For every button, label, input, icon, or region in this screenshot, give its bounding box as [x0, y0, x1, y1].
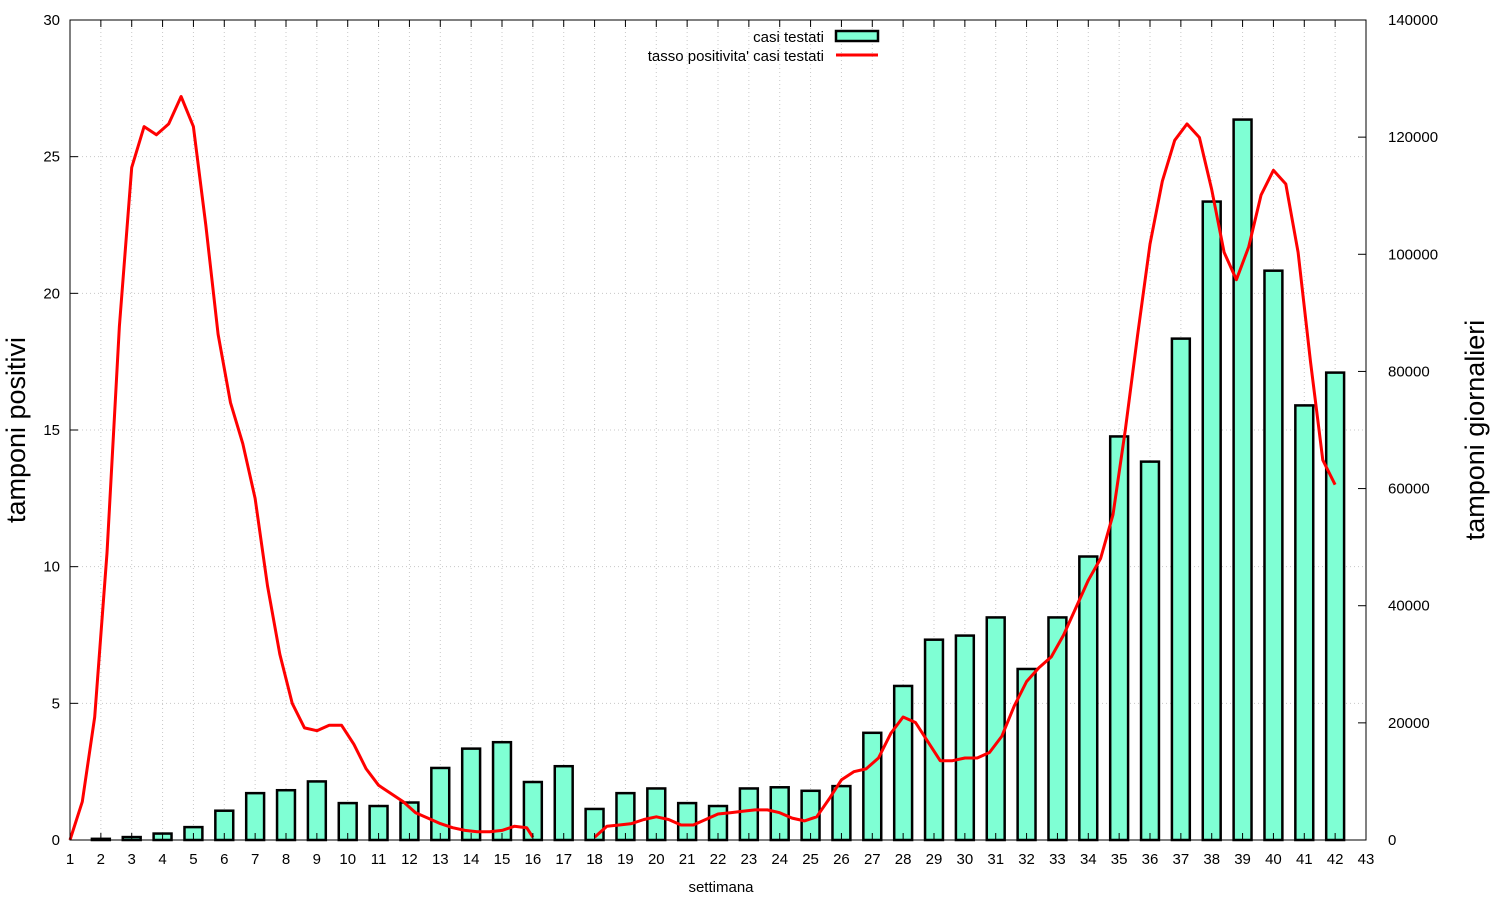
bar — [553, 764, 574, 842]
x-tick-label: 20 — [648, 851, 665, 868]
x-tick-label: 8 — [282, 851, 290, 868]
x-tick-label: 32 — [1018, 851, 1035, 868]
x-tick-label: 3 — [128, 851, 136, 868]
tick-layer: 1 2 3 4 5 6 7 8 9 10 11 12 13 14 15 16 17 18 19 20 21 22 23 24 2… — [43, 12, 1438, 868]
x-tick-label: 6 — [220, 851, 228, 868]
x-tick-label: 43 — [1358, 851, 1375, 868]
x-tick-label: 22 — [710, 851, 727, 868]
bar — [1139, 460, 1161, 842]
bar — [1232, 118, 1253, 842]
x-tick-label: 7 — [251, 851, 259, 868]
y-left-tick-label: 0 — [52, 832, 60, 849]
positivity-line-segment — [68, 95, 535, 841]
bar — [831, 784, 852, 842]
y-right-tick-label: 100000 — [1388, 246, 1438, 263]
line-layer — [68, 95, 1337, 841]
bar — [985, 616, 1006, 842]
bar — [522, 780, 544, 842]
x-tick-label: 21 — [679, 851, 696, 868]
y-left-tick-label: 25 — [43, 149, 60, 166]
x-tick-label: 11 — [371, 851, 387, 868]
x-tick-label: 30 — [957, 851, 974, 868]
x-tick-label: 17 — [555, 851, 572, 868]
x-axis-title: settimana — [688, 879, 754, 896]
bar — [1324, 371, 1346, 842]
x-tick-label: 1 — [66, 851, 74, 868]
x-tick-label: 38 — [1203, 851, 1220, 868]
x-tick-label: 39 — [1234, 851, 1251, 868]
bar — [954, 634, 976, 842]
x-tick-label: 23 — [741, 851, 758, 868]
bar — [1201, 200, 1222, 842]
bar — [430, 766, 451, 842]
bar — [1078, 555, 1099, 842]
x-tick-label: 2 — [97, 851, 105, 868]
legend-label-line: tasso positivita' casi testati — [648, 48, 824, 65]
x-tick-label: 13 — [432, 851, 449, 868]
y-axis-left-title: tamponi positivi — [1, 337, 31, 523]
x-tick-label: 29 — [926, 851, 943, 868]
y-right-tick-label: 140000 — [1388, 12, 1438, 29]
x-tick-label: 35 — [1111, 851, 1128, 868]
x-tick-label: 18 — [586, 851, 603, 868]
y-left-tick-label: 30 — [43, 12, 60, 29]
legend: casi testati tasso positivita' casi test… — [648, 29, 880, 65]
bar — [615, 791, 636, 842]
x-tick-label: 9 — [313, 851, 321, 868]
y-right-tick-label: 120000 — [1388, 129, 1438, 146]
x-tick-label: 42 — [1327, 851, 1344, 868]
x-tick-label: 5 — [189, 851, 197, 868]
legend-swatch-bars — [834, 29, 880, 43]
x-tick-label: 31 — [987, 851, 1004, 868]
legend-label-bars: casi testati — [753, 29, 824, 46]
x-tick-label: 19 — [617, 851, 634, 868]
bar — [1108, 435, 1130, 842]
bar — [275, 788, 297, 842]
bar — [1170, 337, 1192, 842]
x-tick-label: 24 — [771, 851, 788, 868]
x-tick-label: 33 — [1049, 851, 1066, 868]
bar — [646, 787, 667, 842]
x-tick-label: 27 — [864, 851, 881, 868]
y-left-tick-label: 15 — [43, 422, 60, 439]
y-axis-right-title: tamponi giornalieri — [1460, 320, 1490, 541]
bar — [460, 747, 482, 842]
x-tick-label: 36 — [1142, 851, 1159, 868]
x-tick-label: 16 — [525, 851, 542, 868]
x-tick-label: 40 — [1265, 851, 1282, 868]
x-tick-label: 37 — [1173, 851, 1190, 868]
bar — [892, 684, 914, 842]
y-right-tick-label: 40000 — [1388, 598, 1430, 615]
x-tick-label: 26 — [833, 851, 850, 868]
bar — [244, 791, 266, 842]
bar — [306, 780, 328, 842]
y-right-tick-label: 0 — [1388, 832, 1396, 849]
bar — [491, 740, 513, 842]
bar — [1263, 269, 1284, 842]
bar — [738, 787, 760, 842]
y-left-tick-label: 5 — [52, 695, 60, 712]
x-tick-label: 12 — [401, 851, 418, 868]
y-right-tick-label: 60000 — [1388, 481, 1430, 498]
x-tick-label: 41 — [1296, 851, 1313, 868]
y-right-tick-label: 20000 — [1388, 715, 1430, 732]
x-tick-label: 4 — [158, 851, 166, 868]
bar — [1294, 404, 1315, 842]
y-left-tick-label: 10 — [43, 559, 60, 576]
y-left-tick-label: 20 — [43, 285, 60, 302]
x-tick-label: 34 — [1080, 851, 1097, 868]
x-tick-label: 25 — [802, 851, 819, 868]
x-tick-label: 10 — [339, 851, 356, 868]
x-tick-label: 14 — [463, 851, 480, 868]
positivity-line-segment — [593, 122, 1337, 839]
x-tick-label: 28 — [895, 851, 912, 868]
y-right-tick-label: 80000 — [1388, 363, 1430, 380]
x-tick-label: 15 — [494, 851, 511, 868]
bar-layer — [90, 118, 1346, 842]
bar — [862, 731, 883, 842]
bar — [1047, 616, 1068, 842]
